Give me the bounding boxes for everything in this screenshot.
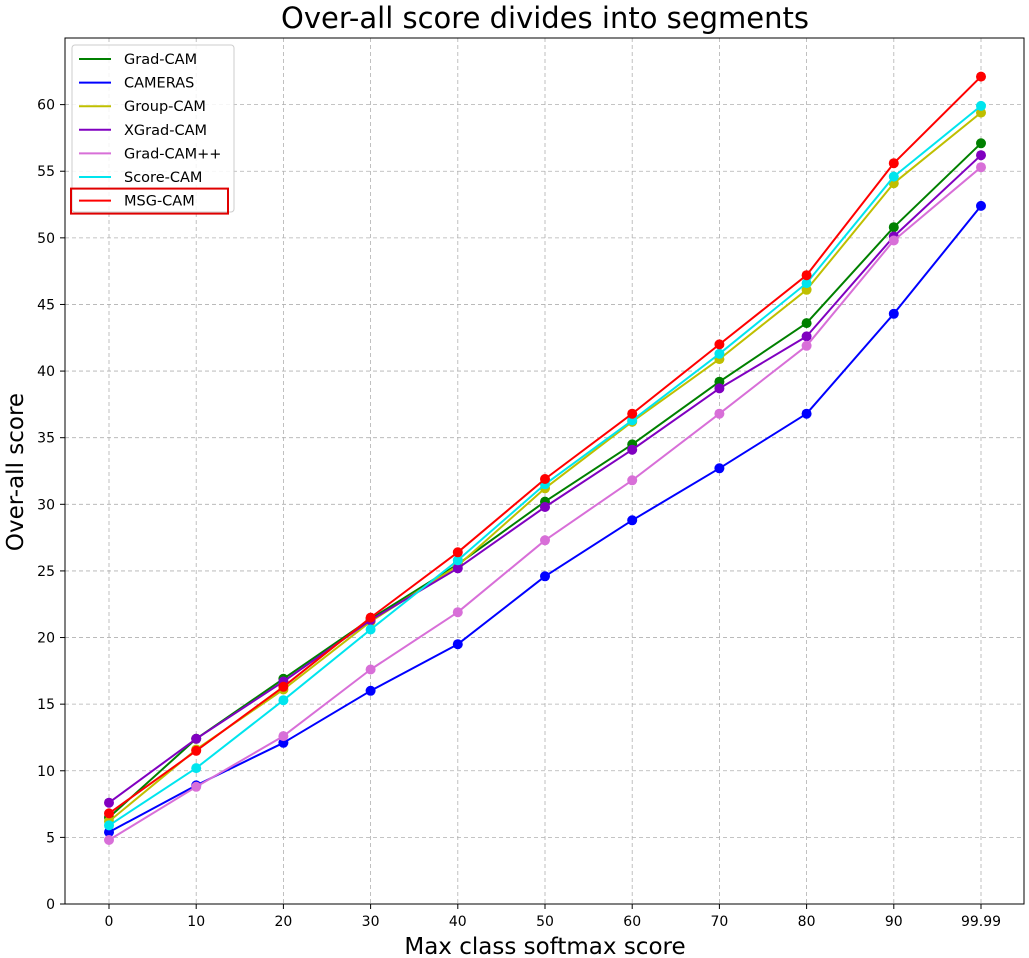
x-tick-label: 50 xyxy=(536,914,554,930)
y-tick-label: 30 xyxy=(37,497,55,513)
y-tick-label: 55 xyxy=(37,164,55,180)
data-point-xgrad-cam xyxy=(104,797,114,808)
data-point-msg-cam xyxy=(278,681,289,692)
legend-entry: MSG-CAM xyxy=(124,194,195,210)
data-point-grad-camplusplus xyxy=(888,235,899,246)
data-point-msg-cam xyxy=(104,808,114,819)
chart-title: Over-all score divides into segments xyxy=(281,1,809,35)
x-tick-label: 99.99 xyxy=(961,914,1001,930)
data-point-score-cam xyxy=(365,624,376,635)
data-point-msg-cam xyxy=(888,158,899,169)
data-point-cameras xyxy=(714,463,725,474)
data-point-xgrad-cam xyxy=(801,331,812,342)
data-point-grad-camplusplus xyxy=(627,475,638,486)
data-point-grad-camplusplus xyxy=(452,607,463,618)
data-point-score-cam xyxy=(714,348,725,359)
data-point-cameras xyxy=(452,639,463,650)
data-point-cameras xyxy=(627,515,638,526)
x-tick-label: 40 xyxy=(449,914,467,930)
legend-entry: XGrad-CAM xyxy=(124,123,207,139)
data-point-score-cam xyxy=(888,171,899,182)
y-tick-label: 25 xyxy=(37,564,55,580)
legend-entry: Score-CAM xyxy=(124,170,202,186)
x-axis-label: Max class softmax score xyxy=(404,934,685,958)
data-point-xgrad-cam xyxy=(191,733,202,744)
data-point-score-cam xyxy=(801,278,812,289)
y-tick-label: 15 xyxy=(37,697,55,713)
data-point-msg-cam xyxy=(714,339,725,350)
series-layer xyxy=(104,71,986,845)
data-point-grad-cam xyxy=(976,138,986,149)
x-tick-label: 10 xyxy=(187,914,205,930)
legend-highlight-box xyxy=(70,187,229,215)
data-point-msg-cam xyxy=(191,745,202,756)
y-tick-label: 10 xyxy=(37,764,55,780)
data-point-grad-cam xyxy=(888,222,899,233)
x-tick-label: 60 xyxy=(623,914,641,930)
data-point-msg-cam xyxy=(801,270,812,281)
y-tick-label: 35 xyxy=(37,431,55,447)
y-tick-label: 20 xyxy=(37,631,55,647)
x-tick-label: 90 xyxy=(885,914,903,930)
data-point-msg-cam xyxy=(452,547,463,558)
y-axis-label: Over-all score xyxy=(3,393,29,551)
y-tick-label: 0 xyxy=(46,897,55,913)
x-tick-label: 80 xyxy=(798,914,816,930)
y-axis: 0 5 10 15 20 25 30 35 40 45 50 55 60 xyxy=(37,98,65,913)
data-point-grad-camplusplus xyxy=(540,535,550,546)
data-point-cameras xyxy=(365,685,376,696)
data-point-xgrad-cam xyxy=(627,444,638,455)
data-point-msg-cam xyxy=(976,71,986,82)
legend-entry: CAMERAS xyxy=(124,76,194,92)
legend-entry: Grad-CAM xyxy=(124,52,197,68)
y-tick-label: 50 xyxy=(37,231,55,247)
data-point-cameras xyxy=(976,200,986,211)
data-point-score-cam xyxy=(104,820,114,831)
x-tick-label: 0 xyxy=(105,914,114,930)
data-point-score-cam xyxy=(452,555,463,566)
data-point-grad-camplusplus xyxy=(714,408,725,419)
data-point-xgrad-cam xyxy=(976,150,986,161)
x-tick-label: 20 xyxy=(274,914,292,930)
data-point-grad-camplusplus xyxy=(278,731,289,742)
data-point-cameras xyxy=(801,408,812,419)
data-point-msg-cam xyxy=(627,408,638,419)
y-tick-label: 40 xyxy=(37,364,55,380)
data-point-xgrad-cam xyxy=(714,383,725,394)
data-point-xgrad-cam xyxy=(452,563,463,574)
data-point-grad-cam xyxy=(801,318,812,329)
data-point-xgrad-cam xyxy=(540,502,550,512)
legend-box xyxy=(71,44,235,213)
data-point-grad-camplusplus xyxy=(976,162,986,173)
data-point-score-cam xyxy=(191,763,202,774)
y-tick-label: 5 xyxy=(46,830,55,846)
data-point-cameras xyxy=(540,571,550,582)
series-msg-cam xyxy=(104,71,986,819)
legend-entry: Group-CAM xyxy=(124,99,206,115)
x-tick-label: 70 xyxy=(710,914,728,930)
data-point-msg-cam xyxy=(365,612,376,623)
data-point-grad-camplusplus xyxy=(104,835,114,845)
x-axis: 0 10 20 30 40 50 60 70 80 90 99.99 xyxy=(105,904,1001,930)
data-point-grad-camplusplus xyxy=(191,781,202,792)
grid-lines xyxy=(65,38,1024,905)
data-point-grad-camplusplus xyxy=(365,664,376,675)
legend-entry: Grad-CAM++ xyxy=(124,146,221,162)
data-point-cameras xyxy=(888,308,899,319)
series-score-cam xyxy=(104,100,986,831)
y-tick-label: 60 xyxy=(37,98,55,114)
data-point-score-cam xyxy=(278,695,289,706)
data-point-msg-cam xyxy=(540,474,550,484)
y-tick-label: 45 xyxy=(37,297,55,313)
series-grad-camplusplus xyxy=(104,162,986,845)
data-point-grad-camplusplus xyxy=(801,340,812,351)
x-tick-label: 30 xyxy=(362,914,380,930)
data-point-score-cam xyxy=(976,100,986,111)
series-xgrad-cam xyxy=(104,150,986,808)
legend: Grad-CAM CAMERAS Group-CAM XGrad-CAM Grad-CA… xyxy=(70,44,235,215)
